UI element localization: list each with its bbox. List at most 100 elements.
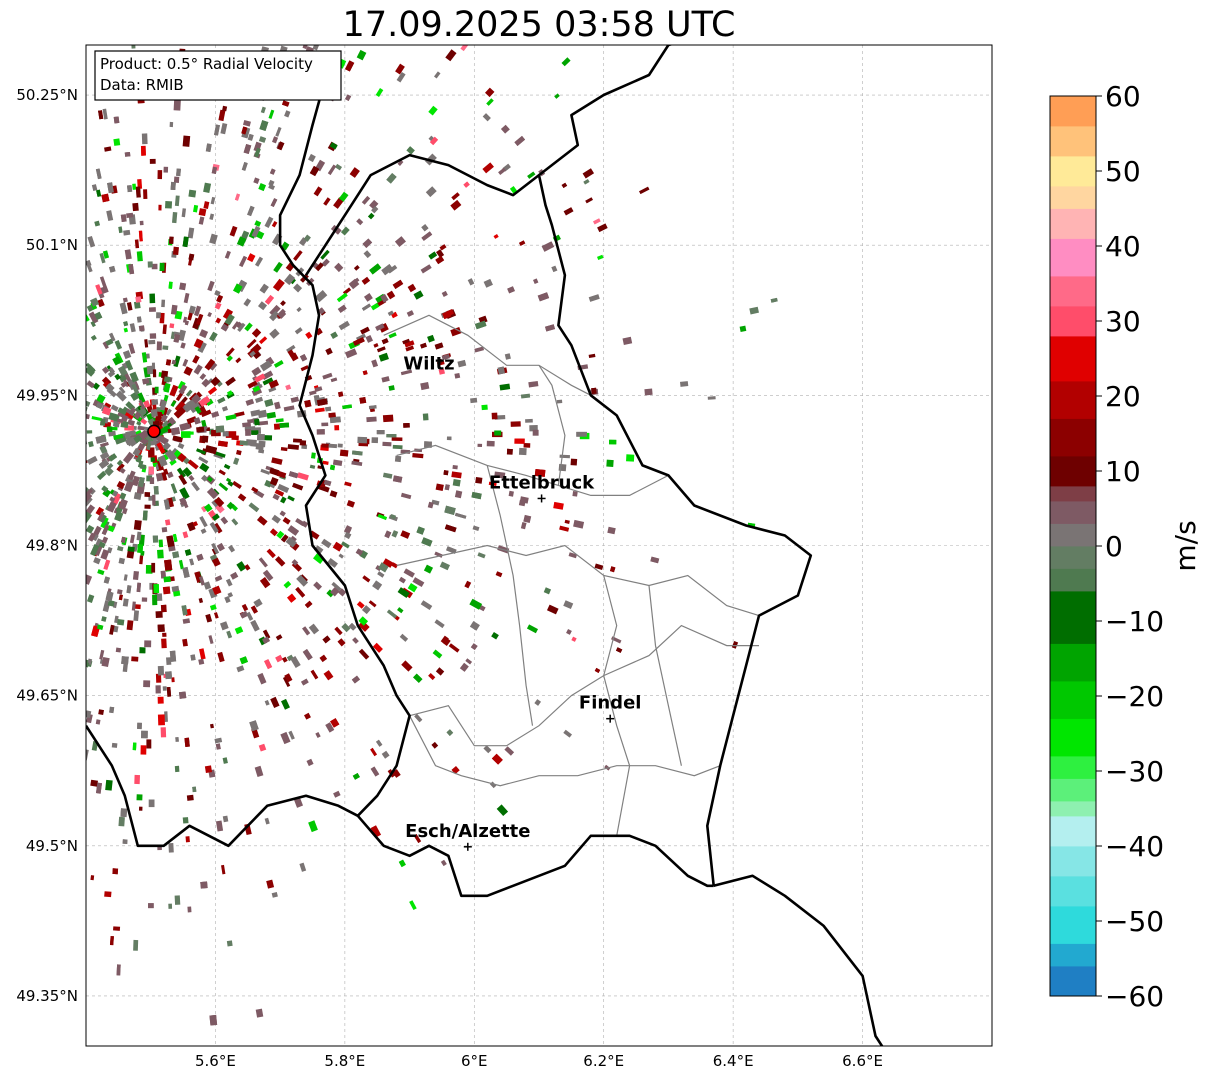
radar-echo-bin	[203, 182, 212, 194]
radar-echo-bin	[156, 312, 161, 319]
radar-echo-bin	[295, 518, 305, 526]
radar-echo-bin	[86, 511, 92, 524]
colorbar-segment	[1050, 778, 1096, 802]
colorbar-segment	[1050, 801, 1096, 817]
radar-echo-bin	[98, 110, 104, 120]
radar-echo-bin	[259, 336, 268, 345]
radar-echo-bin	[102, 108, 108, 120]
radar-echo-bin	[380, 293, 389, 303]
radar-echo-bin	[626, 454, 635, 462]
radar-echo-bin	[274, 360, 284, 368]
radar-echo-bin	[477, 443, 483, 448]
radar-echo-bin	[339, 449, 349, 457]
radar-echo-bin	[428, 105, 438, 116]
radar-echo-bin	[182, 135, 191, 147]
radar-echo-bin	[420, 264, 432, 274]
colorbar-segment	[1050, 276, 1096, 307]
radar-echo-bin	[268, 379, 279, 389]
radar-echo-bin	[271, 457, 283, 465]
radar-echo-bin	[224, 596, 231, 604]
radar-echo-bin	[244, 564, 251, 571]
radar-echo-bin	[144, 492, 151, 497]
radar-echo-bin	[606, 459, 614, 467]
radar-echo-bin	[98, 459, 110, 469]
radar-echo-bin	[483, 278, 493, 288]
radar-echo-bin	[275, 126, 282, 137]
radar-echo-bin	[172, 246, 179, 256]
radar-echo-bin	[234, 193, 240, 201]
y-tick-label: 49.65°N	[16, 687, 78, 705]
radar-echo-bin	[101, 406, 112, 416]
radar-echo-bin	[225, 414, 237, 421]
radar-echo-bin	[344, 531, 352, 539]
radar-echo-bin	[204, 765, 213, 773]
radar-echo-bin	[472, 525, 480, 531]
colorbar-segment	[1050, 126, 1096, 157]
radar-echo-bin	[554, 93, 560, 99]
radar-echo-bin	[193, 417, 201, 425]
radar-echo-bin	[146, 739, 152, 749]
radar-echo-bin	[433, 71, 441, 79]
radar-echo-bin	[177, 380, 186, 391]
radar-echo-bin	[257, 515, 268, 526]
radar-echo-bin	[271, 892, 278, 898]
radar-echo-bin	[155, 685, 161, 694]
radar-echo-bin	[122, 350, 132, 360]
radar-echo-bin	[362, 605, 371, 615]
radar-echo-bin	[98, 513, 107, 524]
radar-echo-bin	[378, 562, 389, 573]
radar-echo-bin	[199, 516, 208, 528]
radar-echo-bin	[157, 696, 164, 704]
radar-echo-bin	[188, 253, 195, 261]
radar-echo-bin	[387, 310, 394, 316]
radar-echo-bin	[268, 386, 277, 393]
radar-echo-bin	[498, 167, 506, 175]
radar-echo-bin	[166, 535, 175, 548]
radar-echo-bin	[299, 353, 308, 362]
radar-echo-bin	[200, 409, 212, 418]
radar-echo-bin	[395, 63, 405, 75]
radar-echo-bin	[271, 514, 281, 524]
radar-echo-bin	[253, 177, 260, 184]
radar-echo-bin	[358, 616, 368, 626]
radar-echo-bin	[215, 503, 225, 514]
canton-border-line	[396, 444, 669, 496]
radar-echo-bin	[563, 207, 574, 216]
radar-echo-bin	[407, 582, 418, 593]
radar-echo-bin	[91, 184, 98, 191]
radar-echo-bin	[321, 422, 329, 427]
radar-echo-bin	[198, 208, 207, 217]
radar-echo-bin	[371, 359, 379, 368]
radar-echo-bin	[413, 290, 424, 300]
radar-echo-bin	[109, 936, 114, 946]
radar-echo-bin	[195, 313, 204, 326]
radar-echo-bin	[169, 236, 174, 244]
radar-echo-bin	[90, 875, 95, 881]
radar-echo-bin	[105, 338, 114, 346]
radar-echo-bin	[107, 599, 115, 607]
radar-echo-bin	[454, 372, 461, 379]
radar-echo-bin	[86, 818, 87, 828]
radar-echo-bin	[478, 315, 488, 324]
radar-echo-bin	[225, 347, 235, 357]
colorbar-segment	[1050, 681, 1096, 719]
radar-echo-bin	[224, 313, 235, 326]
radar-echo-bin	[561, 182, 568, 189]
radar-echo-bin	[356, 49, 367, 61]
y-tick-label: 49.95°N	[16, 386, 78, 404]
radar-echo-bin	[327, 558, 338, 568]
radar-echo-bin	[282, 676, 291, 688]
radar-echo-bin	[257, 409, 268, 419]
radar-echo-bin	[205, 613, 213, 623]
radar-echo-bin	[707, 396, 716, 400]
radar-echo-bin	[312, 45, 321, 51]
radar-echo-bin	[209, 233, 218, 245]
radar-echo-bin	[282, 100, 290, 107]
radar-echo-bin	[178, 384, 188, 395]
radar-echo-bin	[211, 411, 220, 418]
radar-echo-bin	[349, 167, 360, 178]
radar-echo-bin	[100, 442, 109, 448]
radar-echo-bin	[160, 604, 167, 613]
radar-echo-bin	[450, 199, 462, 211]
radar-echo-bin	[191, 393, 202, 404]
